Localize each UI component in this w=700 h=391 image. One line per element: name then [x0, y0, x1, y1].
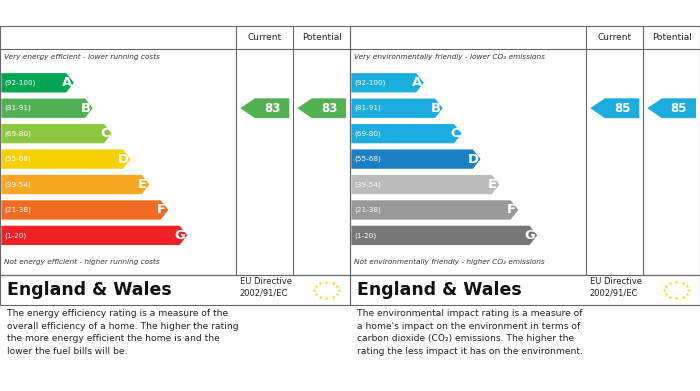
Text: 83: 83: [321, 102, 337, 115]
Text: (92-100): (92-100): [354, 79, 386, 86]
Text: (1-20): (1-20): [4, 232, 27, 239]
Text: C: C: [450, 127, 459, 140]
Text: Potential: Potential: [302, 33, 342, 42]
Text: EU Directive
2002/91/EC: EU Directive 2002/91/EC: [239, 277, 292, 298]
Text: (81-91): (81-91): [354, 105, 381, 111]
Text: The energy efficiency rating is a measure of the
overall efficiency of a home. T: The energy efficiency rating is a measur…: [7, 309, 239, 356]
Text: (92-100): (92-100): [4, 79, 36, 86]
Polygon shape: [351, 73, 424, 92]
Text: D: D: [118, 152, 129, 166]
Text: Not energy efficient - higher running costs: Not energy efficient - higher running co…: [4, 258, 160, 265]
Text: G: G: [524, 229, 535, 242]
Text: (55-68): (55-68): [4, 156, 31, 162]
Polygon shape: [590, 98, 639, 118]
Polygon shape: [1, 175, 150, 194]
Text: (81-91): (81-91): [4, 105, 31, 111]
Polygon shape: [298, 98, 346, 118]
Text: D: D: [468, 152, 479, 166]
Polygon shape: [1, 200, 169, 220]
Polygon shape: [1, 73, 74, 92]
Text: (39-54): (39-54): [4, 181, 31, 188]
Polygon shape: [351, 149, 480, 169]
Text: (21-38): (21-38): [354, 207, 381, 213]
Polygon shape: [240, 98, 289, 118]
Text: A: A: [412, 76, 421, 89]
Polygon shape: [351, 226, 538, 245]
Polygon shape: [1, 124, 112, 143]
Text: F: F: [507, 203, 517, 217]
Text: (69-80): (69-80): [354, 131, 381, 137]
Text: B: B: [80, 102, 91, 115]
Polygon shape: [648, 98, 696, 118]
Text: (1-20): (1-20): [354, 232, 377, 239]
Text: England & Wales: England & Wales: [357, 281, 522, 299]
Text: England & Wales: England & Wales: [7, 281, 172, 299]
Text: Very energy efficient - lower running costs: Very energy efficient - lower running co…: [4, 54, 160, 60]
Text: The environmental impact rating is a measure of
a home's impact on the environme: The environmental impact rating is a mea…: [357, 309, 583, 356]
Text: 85: 85: [614, 102, 631, 115]
Text: 83: 83: [264, 102, 280, 115]
Polygon shape: [1, 99, 92, 118]
Text: 85: 85: [671, 102, 687, 115]
Polygon shape: [1, 226, 188, 245]
Text: (39-54): (39-54): [354, 181, 381, 188]
Text: Environmental Impact (CO₂) Rating: Environmental Impact (CO₂) Rating: [355, 7, 617, 20]
Polygon shape: [351, 175, 500, 194]
Text: Current: Current: [598, 33, 632, 42]
Text: (21-38): (21-38): [4, 207, 31, 213]
Text: Current: Current: [248, 33, 282, 42]
Text: F: F: [157, 203, 167, 217]
Text: E: E: [488, 178, 497, 191]
Polygon shape: [1, 149, 131, 169]
Text: C: C: [100, 127, 110, 140]
Text: (55-68): (55-68): [354, 156, 381, 162]
Text: Very environmentally friendly - lower CO₂ emissions: Very environmentally friendly - lower CO…: [354, 54, 545, 60]
Text: (69-80): (69-80): [4, 131, 31, 137]
Text: Energy Efficiency Rating: Energy Efficiency Rating: [6, 7, 188, 20]
Polygon shape: [351, 124, 462, 143]
Polygon shape: [351, 200, 518, 220]
Text: E: E: [138, 178, 148, 191]
Text: Potential: Potential: [652, 33, 692, 42]
Text: EU Directive
2002/91/EC: EU Directive 2002/91/EC: [589, 277, 642, 298]
Text: G: G: [174, 229, 185, 242]
Text: A: A: [62, 76, 71, 89]
Polygon shape: [351, 99, 442, 118]
Text: Not environmentally friendly - higher CO₂ emissions: Not environmentally friendly - higher CO…: [354, 258, 545, 265]
Text: B: B: [430, 102, 441, 115]
